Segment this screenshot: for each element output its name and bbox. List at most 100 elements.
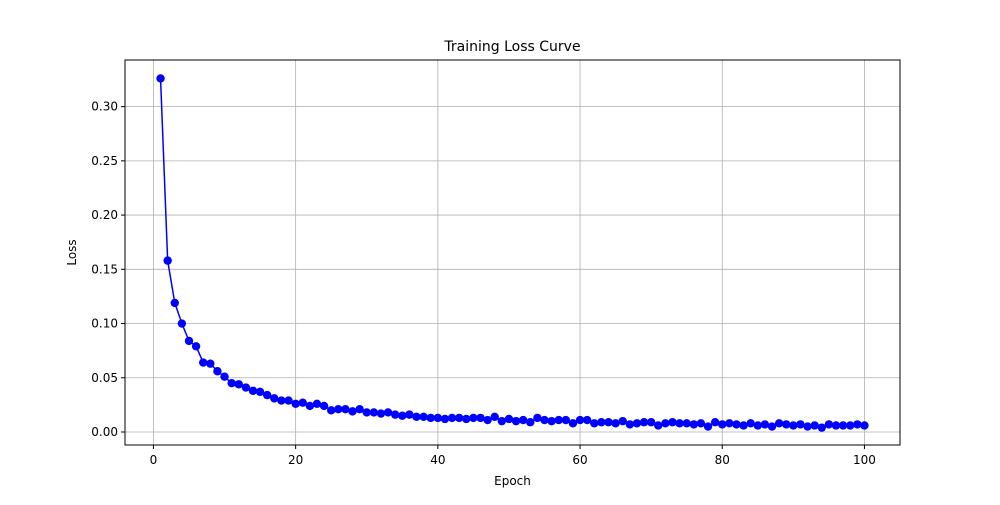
loss-data-point [398, 411, 407, 420]
loss-data-point [753, 421, 762, 430]
y-tick-label: 0.25 [91, 154, 118, 168]
loss-data-point [163, 256, 172, 265]
loss-data-point [639, 418, 649, 427]
loss-data-point [433, 413, 443, 423]
loss-data-point [234, 380, 243, 389]
x-tick-label: 20 [288, 453, 303, 467]
loss-data-point [689, 420, 699, 429]
loss-data-point [782, 420, 791, 429]
loss-data-point [668, 418, 677, 427]
loss-data-point [696, 419, 706, 428]
loss-data-point [533, 413, 542, 423]
x-tick-label: 0 [150, 453, 158, 467]
loss-data-point [270, 394, 279, 403]
loss-data-point [497, 416, 507, 426]
loss-data-point [796, 420, 805, 429]
y-tick-label: 0.00 [91, 425, 118, 439]
loss-data-point [526, 418, 535, 427]
loss-data-point [412, 412, 421, 421]
loss-data-point [846, 421, 855, 430]
loss-data-point [462, 414, 471, 424]
loss-data-point [255, 387, 265, 397]
grid [125, 60, 900, 445]
chart-title: Training Loss Curve [443, 39, 580, 55]
loss-data-point [511, 416, 521, 426]
loss-data-point [661, 419, 670, 428]
loss-data-point [319, 401, 329, 411]
loss-data-point [817, 423, 826, 432]
loss-data-point [469, 413, 478, 423]
y-tick-label: 0.20 [91, 208, 118, 222]
loss-data-point [291, 399, 300, 408]
loss-data-point [831, 421, 841, 430]
loss-data-point [184, 336, 194, 346]
x-axis-label: Epoch [494, 474, 531, 488]
y-tick-label: 0.15 [91, 262, 118, 276]
loss-data-point [604, 418, 613, 427]
loss-data-point [568, 419, 578, 428]
axes-frame [124, 59, 901, 446]
loss-data-point [732, 420, 741, 429]
loss-data-point [803, 422, 812, 431]
loss-data-point [156, 74, 165, 83]
y-tick-label: 0.05 [91, 371, 118, 385]
loss-data-point [369, 408, 379, 417]
loss-data-point [646, 418, 656, 427]
loss-data-point [170, 298, 179, 308]
loss-data-point [483, 415, 492, 425]
loss-data-point [298, 398, 307, 407]
loss-data-point [476, 413, 485, 423]
loss-data-point [710, 418, 720, 427]
loss-data-point [227, 378, 236, 388]
loss-data-point [703, 422, 713, 431]
loss-data-point [554, 415, 563, 425]
loss-data-point [199, 358, 208, 367]
loss-data-point [824, 420, 834, 429]
x-tick-label: 40 [430, 453, 445, 467]
loss-data-point [853, 420, 862, 429]
loss-data-point [774, 419, 784, 428]
loss-data-point [547, 416, 556, 426]
loss-data-point [540, 415, 549, 425]
loss-data-point [390, 410, 400, 419]
loss-data-point [597, 418, 606, 427]
y-axis-label: Loss [65, 239, 79, 265]
loss-data-point [682, 419, 691, 428]
loss-data-point [810, 421, 819, 430]
loss-data-point [739, 421, 748, 430]
loss-data-point [191, 342, 201, 351]
loss-data-point [611, 419, 620, 428]
x-tick-label: 60 [572, 453, 587, 467]
loss-data-point [518, 415, 528, 425]
loss-data-point [590, 419, 599, 428]
plot-area [156, 74, 869, 432]
loss-data-point [419, 412, 428, 421]
loss-data-point [362, 408, 371, 417]
loss-data-point [348, 407, 357, 416]
loss-data-point [838, 421, 848, 430]
loss-data-point [725, 419, 734, 428]
loss-data-point [383, 408, 393, 417]
loss-data-point [341, 405, 350, 414]
loss-data-point [263, 390, 272, 400]
loss-data-point [241, 383, 251, 392]
loss-data-point [220, 372, 229, 381]
loss-data-point [582, 415, 592, 425]
loss-data-point [334, 405, 343, 414]
loss-data-point [504, 414, 514, 424]
loss-data-point [654, 421, 663, 430]
ticks: 0 20 40 60 80 100 0.00 0.05 0.10 0.15 0.20 0.25 0.30 [91, 100, 876, 467]
loss-data-point [177, 319, 187, 328]
loss-data-point [355, 405, 364, 414]
loss-data-point [575, 415, 585, 425]
loss-data-point [760, 420, 770, 429]
loss-data-point [305, 401, 315, 411]
loss-data-point [447, 413, 457, 423]
loss-data-point [746, 419, 755, 428]
loss-data-point [206, 359, 215, 368]
loss-data-point [440, 414, 450, 424]
y-tick-label: 0.10 [91, 317, 118, 331]
loss-data-point [625, 420, 635, 429]
loss-data-point [789, 421, 798, 430]
